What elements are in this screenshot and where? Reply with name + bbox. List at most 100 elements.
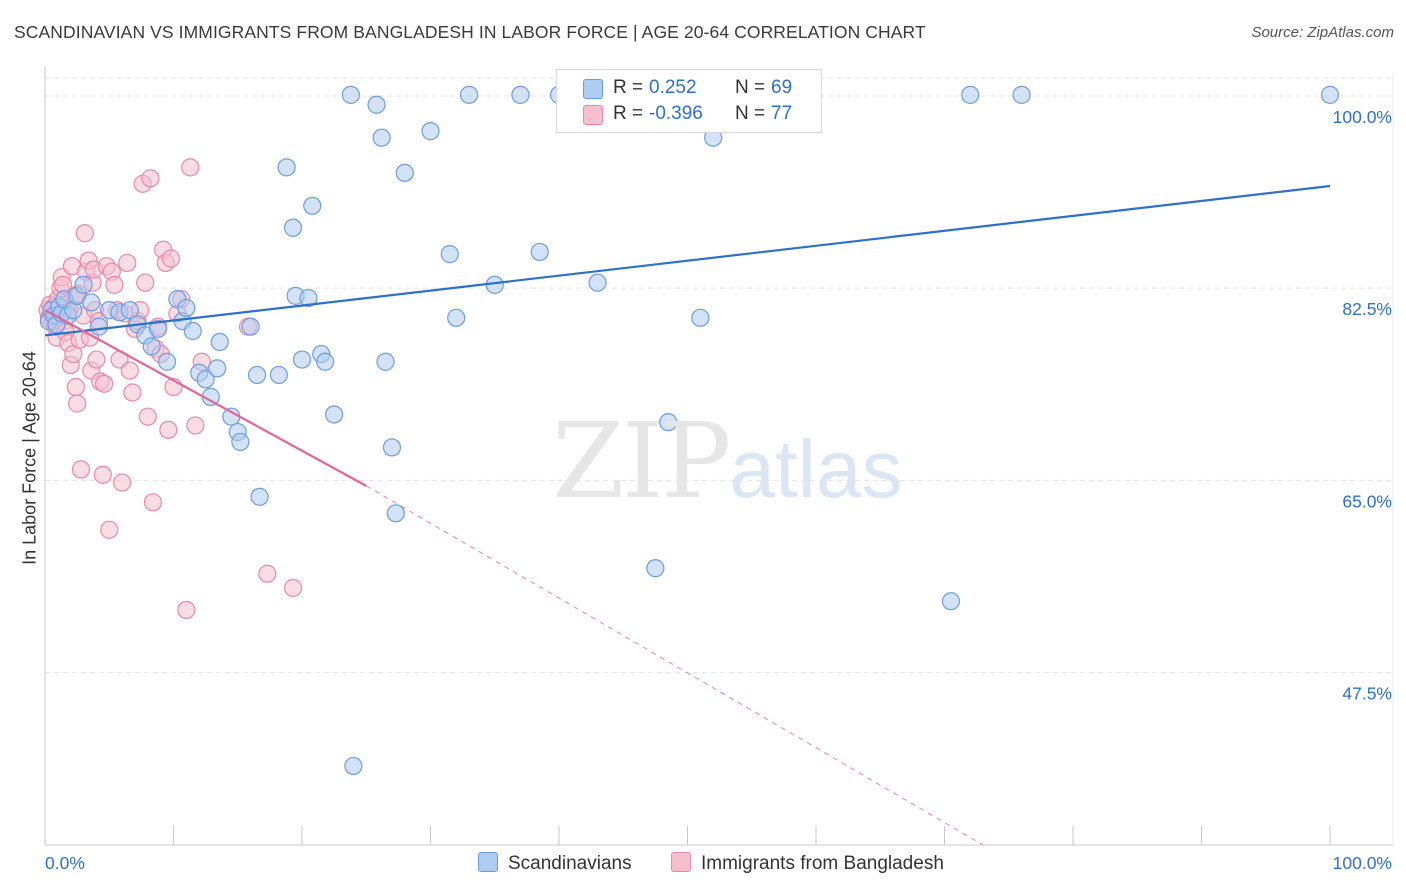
bangladesh-point <box>138 407 157 426</box>
bangladesh-point <box>71 460 91 479</box>
scandinavian-point <box>241 317 260 336</box>
scandinavian-point <box>691 308 710 327</box>
legend-n-value: 69 <box>771 77 793 98</box>
scandinavian-point <box>231 432 250 452</box>
scandinavian-point <box>316 352 335 371</box>
scandinavian-point <box>177 298 196 318</box>
scandinavian-point <box>395 163 414 182</box>
scandinavian-point <box>196 370 215 389</box>
bangladesh-point <box>118 253 137 273</box>
y-tick-label: 82.5% <box>1342 299 1392 319</box>
bangladesh-point <box>112 473 132 492</box>
bottom-legend-scandinavians: Scandinavians <box>478 852 632 875</box>
scandinavian-point <box>148 319 168 338</box>
bangladesh-point <box>120 361 139 380</box>
scandinavian-point <box>386 504 405 523</box>
bangladesh-point <box>141 169 160 188</box>
bangladesh-point <box>181 158 200 177</box>
bangladesh-point <box>123 383 142 402</box>
legend-n-value: 77 <box>771 103 793 124</box>
axes <box>44 66 1393 846</box>
scandinavian-point <box>367 95 386 114</box>
legend-r-value: -0.396 <box>649 103 703 124</box>
bangladesh-trend-extension <box>365 485 984 846</box>
scandinavian-point <box>1012 85 1031 104</box>
watermark: ZIPatlas <box>552 400 903 522</box>
scandinavian-point <box>961 85 980 104</box>
scandinavian-point <box>1320 85 1340 104</box>
scandinavian-point <box>646 559 665 578</box>
source-credit: Source: ZipAtlas.com <box>1251 24 1394 41</box>
scandinavian-point <box>382 438 402 457</box>
scandinavian-point <box>299 288 318 308</box>
scandinavian-point <box>250 487 269 506</box>
scandinavian-point <box>120 301 139 320</box>
chart-title: SCANDINAVIAN VS IMMIGRANTS FROM BANGLADE… <box>14 22 926 42</box>
bangladesh-point <box>186 416 205 435</box>
scandinavian-point <box>222 407 241 426</box>
watermark-zip: ZIP <box>552 400 731 522</box>
scandinavian-point <box>459 85 479 104</box>
scandinavian-point <box>372 128 391 147</box>
bangladesh-point <box>136 273 155 292</box>
scandinavian-point <box>89 317 109 336</box>
bangladesh-trend-line <box>44 309 367 487</box>
scandinavian-point <box>341 85 360 104</box>
bottom-legend-label: Scandinavians <box>508 853 632 874</box>
legend-r-label: R = <box>613 103 644 124</box>
bangladesh-point <box>258 564 277 583</box>
scandinavian-trend-line <box>44 184 1331 337</box>
bangladesh-points <box>38 158 303 620</box>
legend-n-label: N = <box>735 77 766 98</box>
stats-legend: R = 0.252 N = 69 R = -0.396 N = 77 <box>556 69 822 133</box>
bottom-legend-swatch-pink <box>671 852 691 872</box>
scandinavian-point <box>208 359 227 378</box>
tick-labels: 100.0% 82.5% 65.0% 47.5% 0.0% 100.0% <box>45 107 1392 873</box>
bottom-legend-label: Immigrants from Bangladesh <box>701 853 944 874</box>
scandinavian-point <box>157 352 177 371</box>
scandinavian-point <box>511 85 530 104</box>
scandinavian-point <box>659 413 678 432</box>
bangladesh-point <box>93 465 112 484</box>
bangladesh-point <box>161 249 181 268</box>
scandinavian-point <box>376 352 395 371</box>
grid-layer <box>45 74 1394 845</box>
y-tick-label: 47.5% <box>1342 684 1392 704</box>
x-tick-label: 100.0% <box>1333 853 1392 873</box>
legend-swatch-blue <box>583 79 603 99</box>
bangladesh-point <box>100 520 119 539</box>
scandinavian-point <box>588 273 607 292</box>
bangladesh-point <box>283 578 303 598</box>
scandinavian-point <box>247 365 267 385</box>
scandinavian-point <box>142 337 161 356</box>
legend-swatch-pink <box>583 105 603 125</box>
scandinavian-point <box>325 405 344 424</box>
scandinavian-point <box>421 122 440 141</box>
bangladesh-point <box>105 275 124 294</box>
legend-n-label: N = <box>735 103 766 124</box>
trend-lines <box>44 184 1331 846</box>
legend-r-value: 0.252 <box>649 77 697 98</box>
y-tick-label: 100.0% <box>1333 107 1392 127</box>
bangladesh-point <box>68 394 87 413</box>
bottom-legend-bangladesh: Immigrants from Bangladesh <box>671 852 944 875</box>
bangladesh-point <box>87 350 106 369</box>
scandinavian-point <box>74 275 93 294</box>
scandinavian-point <box>447 308 466 327</box>
scandinavian-point <box>283 218 303 237</box>
bottom-legend-swatch-blue <box>478 852 498 872</box>
bangladesh-point <box>159 420 178 439</box>
x-tick-label: 0.0% <box>45 853 85 873</box>
scandinavian-point <box>183 321 202 341</box>
legend-r-label: R = <box>613 77 644 98</box>
scandinavian-point <box>292 350 312 369</box>
scandinavian-point <box>344 756 363 776</box>
scandinavian-point <box>82 293 101 312</box>
scandinavian-point <box>440 245 459 264</box>
bangladesh-point <box>75 224 94 243</box>
bangladesh-point <box>66 377 85 397</box>
bangladesh-point <box>143 493 163 512</box>
scandinavian-point <box>269 365 288 385</box>
bangladesh-point <box>177 600 196 620</box>
